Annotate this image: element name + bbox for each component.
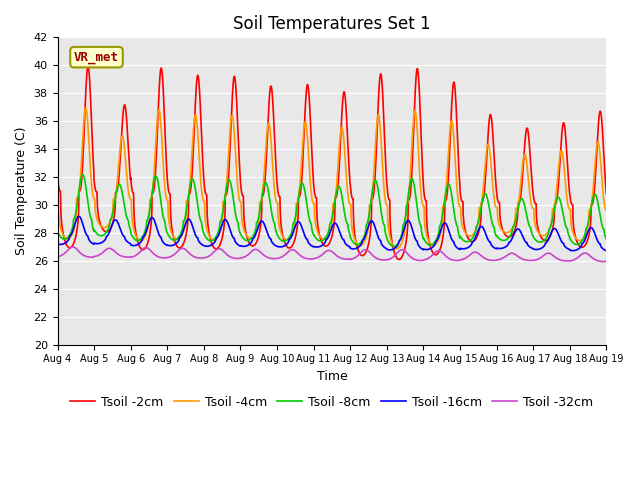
Tsoil -8cm [207,238,214,244]
Tsoil -8cm [602,236,610,242]
Tsoil -8cm [54,228,61,234]
Line: Tsoil -2cm: Tsoil -2cm [58,66,606,259]
Tsoil -32cm [54,254,61,260]
Tsoil -8cm [360,235,367,240]
Tsoil -32cm [360,247,367,253]
Tsoil -4cm [54,195,61,201]
Tsoil -8cm [554,194,562,200]
Tsoil -2cm [602,191,610,197]
Tsoil -8cm [570,240,577,246]
Tsoil -2cm [396,256,403,262]
Text: VR_met: VR_met [74,51,119,64]
Tsoil -32cm [570,257,577,263]
Tsoil -2cm [348,194,356,200]
Tsoil -4cm [82,105,90,111]
Tsoil -16cm [602,248,610,253]
Tsoil -16cm [348,246,356,252]
Tsoil -16cm [207,242,214,248]
Tsoil -4cm [554,168,562,174]
Tsoil -2cm [360,252,367,258]
Legend: Tsoil -2cm, Tsoil -4cm, Tsoil -8cm, Tsoil -16cm, Tsoil -32cm: Tsoil -2cm, Tsoil -4cm, Tsoil -8cm, Tsoi… [65,391,598,414]
Tsoil -8cm [492,232,500,238]
Tsoil -4cm [570,231,577,237]
Tsoil -4cm [348,224,356,229]
Tsoil -32cm [600,259,607,264]
Tsoil -16cm [360,236,367,242]
Tsoil -8cm [79,172,86,178]
Tsoil -16cm [554,230,562,236]
Line: Tsoil -4cm: Tsoil -4cm [58,108,606,249]
Tsoil -16cm [570,248,577,253]
Tsoil -16cm [75,214,83,219]
Tsoil -4cm [393,246,401,252]
X-axis label: Time: Time [317,370,348,383]
Tsoil -16cm [54,241,61,247]
Tsoil -32cm [492,257,499,263]
Title: Soil Temperatures Set 1: Soil Temperatures Set 1 [233,15,431,33]
Tsoil -4cm [207,236,214,241]
Line: Tsoil -32cm: Tsoil -32cm [58,247,606,262]
Tsoil -8cm [390,243,397,249]
Tsoil -2cm [554,183,562,189]
Tsoil -8cm [348,238,356,243]
Tsoil -2cm [570,223,577,229]
Tsoil -32cm [69,244,77,250]
Line: Tsoil -16cm: Tsoil -16cm [58,216,606,251]
Tsoil -4cm [602,207,610,213]
Y-axis label: Soil Temperature (C): Soil Temperature (C) [15,127,28,255]
Tsoil -32cm [348,256,356,262]
Tsoil -2cm [492,179,500,185]
Tsoil -2cm [84,63,92,69]
Tsoil -32cm [602,258,610,264]
Tsoil -4cm [360,240,367,246]
Line: Tsoil -8cm: Tsoil -8cm [58,175,606,246]
Tsoil -4cm [492,204,500,210]
Tsoil -2cm [207,238,214,244]
Tsoil -32cm [554,256,562,262]
Tsoil -16cm [492,246,499,252]
Tsoil -2cm [54,172,61,178]
Tsoil -32cm [207,252,214,258]
